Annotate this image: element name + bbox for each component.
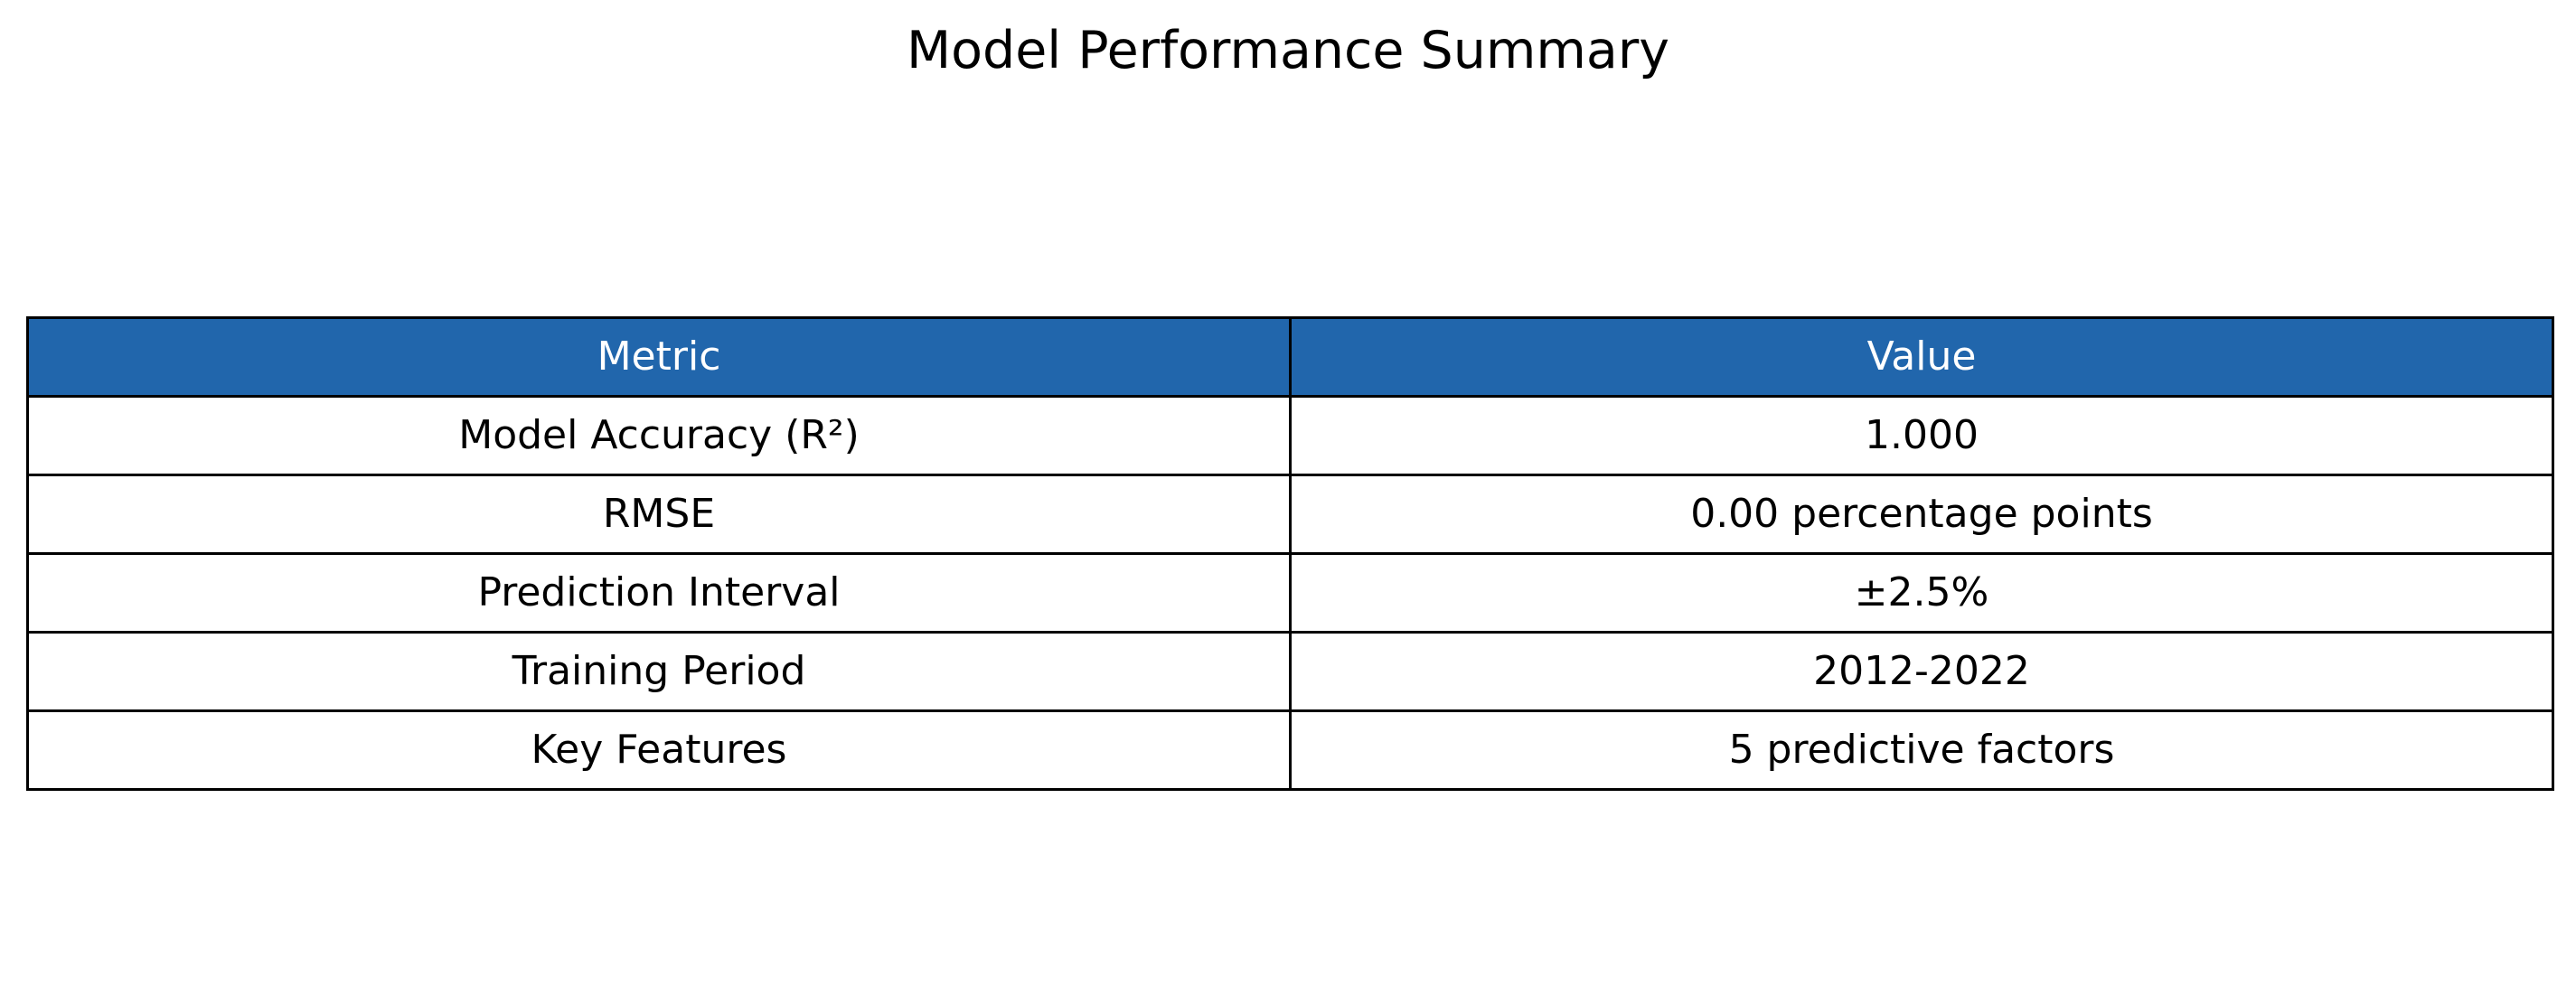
header-cell-metric: Metric (26, 316, 1292, 398)
metric-cell: Model Accuracy (R²) (26, 395, 1292, 476)
table-row: Model Accuracy (R²) 1.000 (26, 395, 2554, 476)
table-row: Prediction Interval ±2.5% (26, 552, 2554, 634)
table-row: RMSE 0.00 percentage points (26, 474, 2554, 555)
metric-cell: Key Features (26, 709, 1292, 791)
value-cell: ±2.5% (1289, 552, 2554, 634)
summary-table: Metric Value Model Accuracy (R²) 1.000 R… (26, 316, 2554, 791)
chart-title: Model Performance Summary (906, 21, 1670, 80)
metric-cell: Training Period (26, 631, 1292, 712)
value-cell: 1.000 (1289, 395, 2554, 476)
value-cell: 5 predictive factors (1289, 709, 2554, 791)
table-row: Key Features 5 predictive factors (26, 709, 2554, 791)
table-header-row: Metric Value (26, 316, 2554, 398)
value-cell: 2012-2022 (1289, 631, 2554, 712)
metric-cell: Prediction Interval (26, 552, 1292, 634)
value-cell: 0.00 percentage points (1289, 474, 2554, 555)
metric-cell: RMSE (26, 474, 1292, 555)
header-cell-value: Value (1289, 316, 2554, 398)
table-row: Training Period 2012-2022 (26, 631, 2554, 712)
